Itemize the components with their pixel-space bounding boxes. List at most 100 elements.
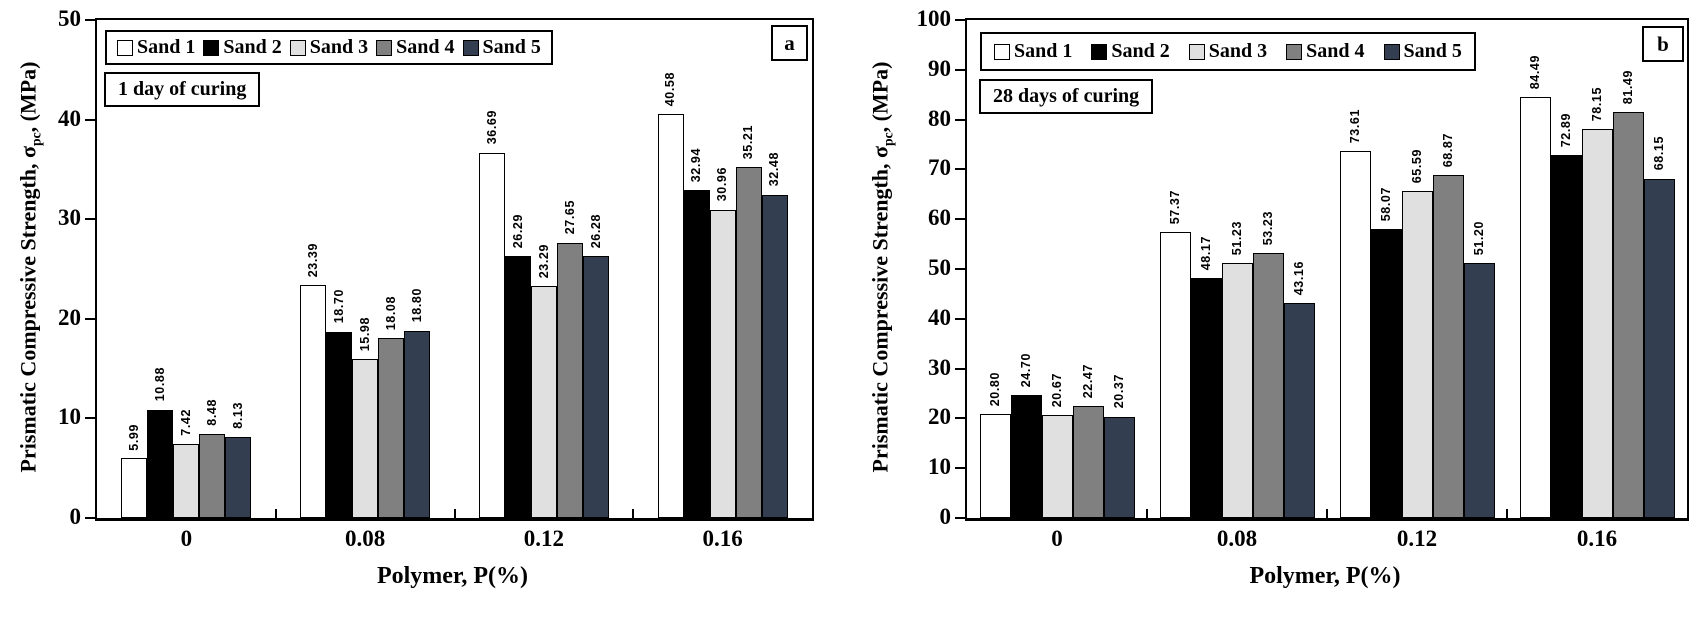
y-axis-title-subscript: pc	[28, 132, 44, 147]
value-label-text: 20.80	[987, 372, 1002, 407]
legend-label: Sand 5	[482, 36, 541, 58]
bar-sand-1-cat-0.12	[1339, 151, 1371, 518]
legend-item-sand-4: Sand 4	[376, 36, 455, 59]
panel-letter-box: b	[1642, 26, 1684, 62]
value-label-text: 72.89	[1558, 112, 1573, 148]
y-axis-tick	[955, 168, 965, 171]
legend-swatch-icon	[1091, 43, 1108, 60]
legend-label: Sand 1	[137, 36, 196, 58]
legend-item-sand-5: Sand 5	[462, 36, 541, 59]
y-axis-title: Prismatic Compressive Strength, σpc, (MP…	[867, 62, 896, 473]
value-label: 36.69	[473, 110, 511, 148]
legend-item-sand-1: Sand 1	[117, 36, 195, 59]
y-axis-tick-label: 70	[928, 155, 951, 181]
legend-swatch-icon	[1188, 43, 1205, 60]
value-label-text: 68.15	[1651, 136, 1666, 171]
x-axis-boundary-tick	[1146, 509, 1148, 518]
x-axis-tick-label: 0	[180, 526, 193, 551]
x-axis-tick-label: 0.08	[1216, 526, 1258, 551]
y-axis-tick-label: 0	[69, 504, 82, 529]
value-label: 10.88	[141, 367, 179, 405]
bar-sand-1-cat-0.12	[478, 152, 505, 518]
bar-sand-2-cat-0.08	[326, 331, 353, 518]
value-label-text: 26.28	[588, 213, 603, 249]
x-axis-tick-label: 0.08	[345, 526, 386, 551]
value-label-text: 57.37	[1167, 190, 1182, 225]
bar-sand-4-cat-0	[199, 433, 226, 518]
y-axis-tick	[955, 417, 965, 420]
value-label: 81.49	[1607, 70, 1650, 108]
bar-sand-5-cat-0	[225, 437, 252, 518]
value-label-text: 18.70	[331, 289, 346, 324]
x-axis-tick-label: 0	[1051, 526, 1063, 551]
value-label-text: 10.88	[153, 367, 168, 402]
value-label-text: 35.21	[741, 125, 756, 160]
bar-sand-2-cat-0.16	[1550, 155, 1582, 518]
bar-sand-2-cat-0.16	[683, 189, 710, 518]
value-label-text: 27.65	[562, 200, 577, 235]
value-label-text: 81.49	[1620, 69, 1635, 105]
x-axis-boundary-tick	[454, 509, 456, 518]
value-label-text: 24.70	[1018, 352, 1033, 387]
value-label-text: 18.08	[383, 295, 398, 330]
value-label: 68.87	[1427, 133, 1470, 171]
y-axis-tick-label: 80	[928, 105, 951, 131]
bar-sand-4-cat-0.12	[1432, 175, 1464, 518]
legend-item-sand-3: Sand 3	[289, 36, 368, 59]
y-axis-tick	[955, 118, 965, 121]
bar-sand-3-cat-0.16	[709, 209, 736, 518]
legend-swatch-icon	[1383, 43, 1400, 60]
legend-label: Sand 4	[396, 36, 455, 58]
legend-label: Sand 4	[1306, 40, 1365, 62]
value-label: 32.48	[756, 152, 794, 190]
plot-area: Sand 1 Sand 2 Sand 3 Sand 4 Sand 5 28 days o…	[917, 6, 1689, 551]
chart-panel-b: Prismatic Compressive Strength, σpc, (MP…	[850, 0, 1700, 617]
value-label-text: 22.47	[1080, 363, 1095, 399]
value-label: 18.80	[398, 288, 436, 326]
bar-sand-3-cat-0.12	[1401, 191, 1433, 518]
y-axis-tick-label: 30	[928, 354, 951, 380]
y-axis-tick-label: 40	[58, 105, 81, 131]
y-axis-tick	[85, 19, 95, 21]
legend-label: Sand 1	[1014, 40, 1073, 62]
bar-sand-2-cat-0.08	[1190, 278, 1222, 518]
value-label-text: 30.96	[715, 167, 730, 202]
value-label: 53.23	[1247, 211, 1290, 249]
y-axis-tick	[955, 467, 965, 470]
panel-letter-box: a	[771, 25, 808, 61]
value-label-text: 8.48	[205, 398, 220, 426]
bar-sand-1-cat-0	[979, 414, 1011, 518]
y-axis-title-subscript: pc	[880, 132, 896, 147]
legend-item-sand-3: Sand 3	[1188, 40, 1268, 63]
x-axis-title: Polymer, P(%)	[376, 563, 529, 589]
y-axis-title-text: Prismatic Compressive Strength, σ	[867, 146, 893, 473]
legend-swatch-icon	[1286, 43, 1303, 60]
value-label-text: 73.61	[1347, 109, 1362, 144]
y-axis-tick-label: 20	[928, 404, 951, 430]
value-label-text: 58.07	[1378, 186, 1393, 221]
bar-sand-3-cat-0.08	[352, 358, 379, 518]
value-label: 8.13	[219, 402, 257, 433]
bar-sand-4-cat-0.08	[378, 337, 405, 518]
value-label-text: 20.67	[1049, 372, 1064, 408]
y-axis-tick-label: 90	[928, 55, 951, 81]
legend-label: Sand 2	[223, 36, 282, 58]
legend-item-sand-4: Sand 4	[1286, 40, 1365, 63]
value-label: 23.39	[294, 243, 332, 281]
bar-sand-1-cat-0.08	[300, 285, 327, 518]
legend-label: Sand 3	[1208, 40, 1268, 62]
bar-sand-1-cat-0.08	[1159, 232, 1191, 518]
x-axis-tick-label: 0.12	[523, 526, 564, 551]
value-label-text: 68.87	[1440, 132, 1455, 168]
y-axis-tick-label: 10	[928, 454, 951, 480]
y-axis-tick	[955, 367, 965, 370]
value-label: 40.58	[652, 72, 690, 110]
legend-swatch-icon	[117, 39, 133, 56]
curing-label-box: 28 days of curing	[979, 79, 1154, 114]
value-label: 68.15	[1638, 136, 1681, 174]
value-label: 84.49	[1514, 55, 1557, 93]
value-label-text: 51.23	[1229, 220, 1244, 255]
legend: Sand 1 Sand 2 Sand 3 Sand 4 Sand 5	[980, 32, 1476, 71]
value-label: 73.61	[1334, 109, 1377, 147]
